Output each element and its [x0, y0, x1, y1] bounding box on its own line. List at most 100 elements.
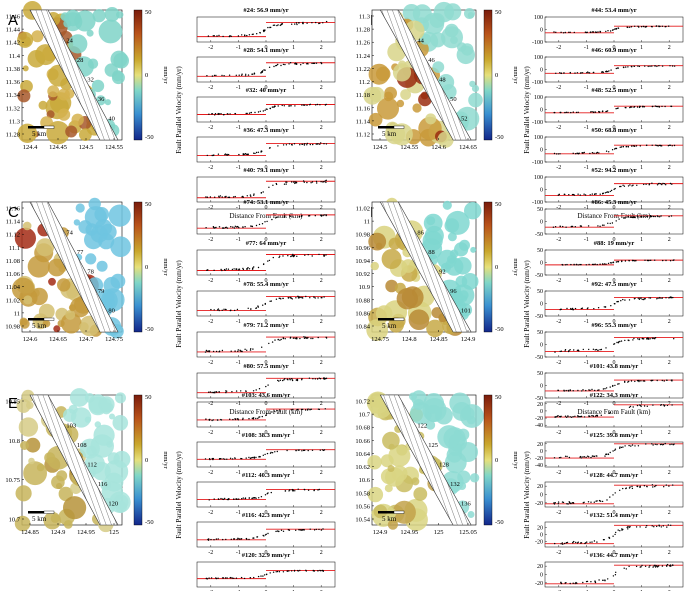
map-x-tick-label: 124.95: [400, 529, 418, 536]
velocity-data-point: [614, 187, 616, 190]
velocity-data-point: [656, 379, 658, 382]
velocity-data-point: [656, 443, 658, 446]
velocity-data-point: [582, 348, 584, 351]
profile-x-tick-label: -1: [236, 45, 241, 51]
velocity-data-point: [284, 378, 286, 380]
velocity-data-point: [293, 570, 296, 572]
velocity-data-point: [607, 30, 609, 32]
velocity-data-point: [617, 300, 619, 303]
profile-title: #125: 39.8 mm/yr: [590, 432, 639, 439]
velocity-data-point: [644, 26, 646, 28]
velocity-data-point: [229, 577, 231, 579]
velocity-data-point: [313, 62, 316, 64]
velocity-data-point: [564, 111, 566, 114]
velocity-data-point: [640, 216, 642, 218]
profile-x-tick-label: 0: [613, 205, 616, 211]
velocity-data-point: [568, 501, 570, 503]
velocity-data-point: [289, 215, 291, 217]
velocity-data-point: [305, 295, 307, 298]
map-pixel-cluster: [459, 290, 469, 300]
velocity-data-point: [574, 72, 576, 74]
map-y-tick-label: 11.12: [6, 232, 20, 239]
velocity-data-point: [643, 405, 646, 407]
velocity-data-point: [582, 581, 584, 584]
velocity-data-point: [638, 404, 641, 406]
velocity-data-point: [298, 22, 300, 24]
velocity-data-point: [654, 259, 656, 261]
velocity-data-point: [610, 305, 612, 307]
velocity-data-point: [315, 528, 317, 531]
velocity-data-point: [241, 74, 243, 77]
profile-y-axis-label: Fault Parallel Velocity (mm/yr): [523, 451, 531, 539]
profile-x-tick-label: 1: [292, 510, 295, 516]
velocity-data-point: [248, 456, 250, 459]
map-pixel-cluster: [423, 213, 443, 233]
velocity-data-point: [273, 106, 275, 108]
velocity-data-point: [311, 181, 314, 183]
velocity-data-point: [315, 62, 318, 64]
profile-id-label: 44: [417, 38, 424, 45]
velocity-data-point: [206, 196, 209, 198]
velocity-data-point: [208, 113, 210, 115]
profile-axes: [544, 441, 684, 468]
velocity-data-point: [296, 338, 298, 340]
velocity-data-point: [564, 415, 567, 417]
velocity-data-point: [214, 392, 216, 394]
panel-label: A: [8, 12, 18, 29]
velocity-data-point: [630, 26, 633, 28]
colorbar-tick-label: 50: [495, 201, 502, 208]
velocity-data-point: [225, 226, 227, 228]
profile-x-tick-label: 1: [292, 278, 295, 284]
velocity-data-point: [212, 154, 214, 157]
velocity-data-point: [242, 195, 244, 198]
velocity-data-point: [227, 113, 229, 115]
velocity-data-point: [257, 575, 260, 578]
map-pixel-cluster: [93, 424, 115, 446]
velocity-data-point: [631, 106, 633, 108]
velocity-data-point: [577, 264, 579, 266]
velocity-data-point: [322, 181, 324, 183]
map-pixel-cluster: [53, 325, 61, 333]
velocity-data-point: [636, 404, 639, 407]
velocity-data-point: [248, 497, 251, 499]
scale-bar-label: 5 km: [32, 130, 47, 138]
velocity-data-point: [295, 22, 298, 24]
velocity-data-point: [671, 65, 674, 67]
velocity-data-point: [645, 183, 647, 185]
velocity-data-point: [325, 214, 327, 216]
velocity-data-point: [311, 255, 313, 257]
velocity-data-point: [661, 379, 663, 382]
velocity-data-point: [323, 296, 325, 298]
profile-id-label: 125: [428, 442, 438, 449]
velocity-data-point: [297, 297, 300, 299]
velocity-data-point: [612, 575, 615, 577]
velocity-data-point: [569, 389, 571, 392]
profile-y-tick-label: 0: [540, 573, 543, 579]
velocity-data-point: [617, 383, 619, 385]
velocity-data-point: [633, 65, 636, 68]
profile-y-tick-label: -100: [532, 40, 543, 46]
velocity-data-point: [570, 263, 572, 266]
velocity-data-point: [289, 62, 292, 64]
velocity-data-point: [264, 29, 266, 31]
velocity-data-point: [252, 348, 254, 350]
velocity-data-point: [606, 191, 608, 193]
map-x-tick-label: 124.4: [23, 144, 38, 151]
map-pixel-cluster: [15, 485, 32, 502]
profile-y-tick-label: 0: [540, 493, 543, 499]
velocity-data-point: [597, 225, 599, 227]
velocity-data-point: [663, 405, 666, 407]
velocity-data-point: [306, 144, 308, 146]
velocity-data-point: [272, 256, 274, 259]
velocity-data-point: [204, 458, 207, 460]
velocity-data-point: [649, 338, 651, 340]
velocity-data-point: [291, 255, 293, 257]
velocity-data-point: [259, 110, 261, 113]
velocity-data-point: [591, 193, 593, 195]
profile-x-tick-label: 0: [265, 237, 268, 243]
velocity-data-point: [244, 348, 246, 350]
velocity-data-point: [301, 215, 303, 217]
profile-x-tick-label: 1: [292, 125, 295, 131]
profile-x-tick-label: 1: [292, 85, 295, 91]
